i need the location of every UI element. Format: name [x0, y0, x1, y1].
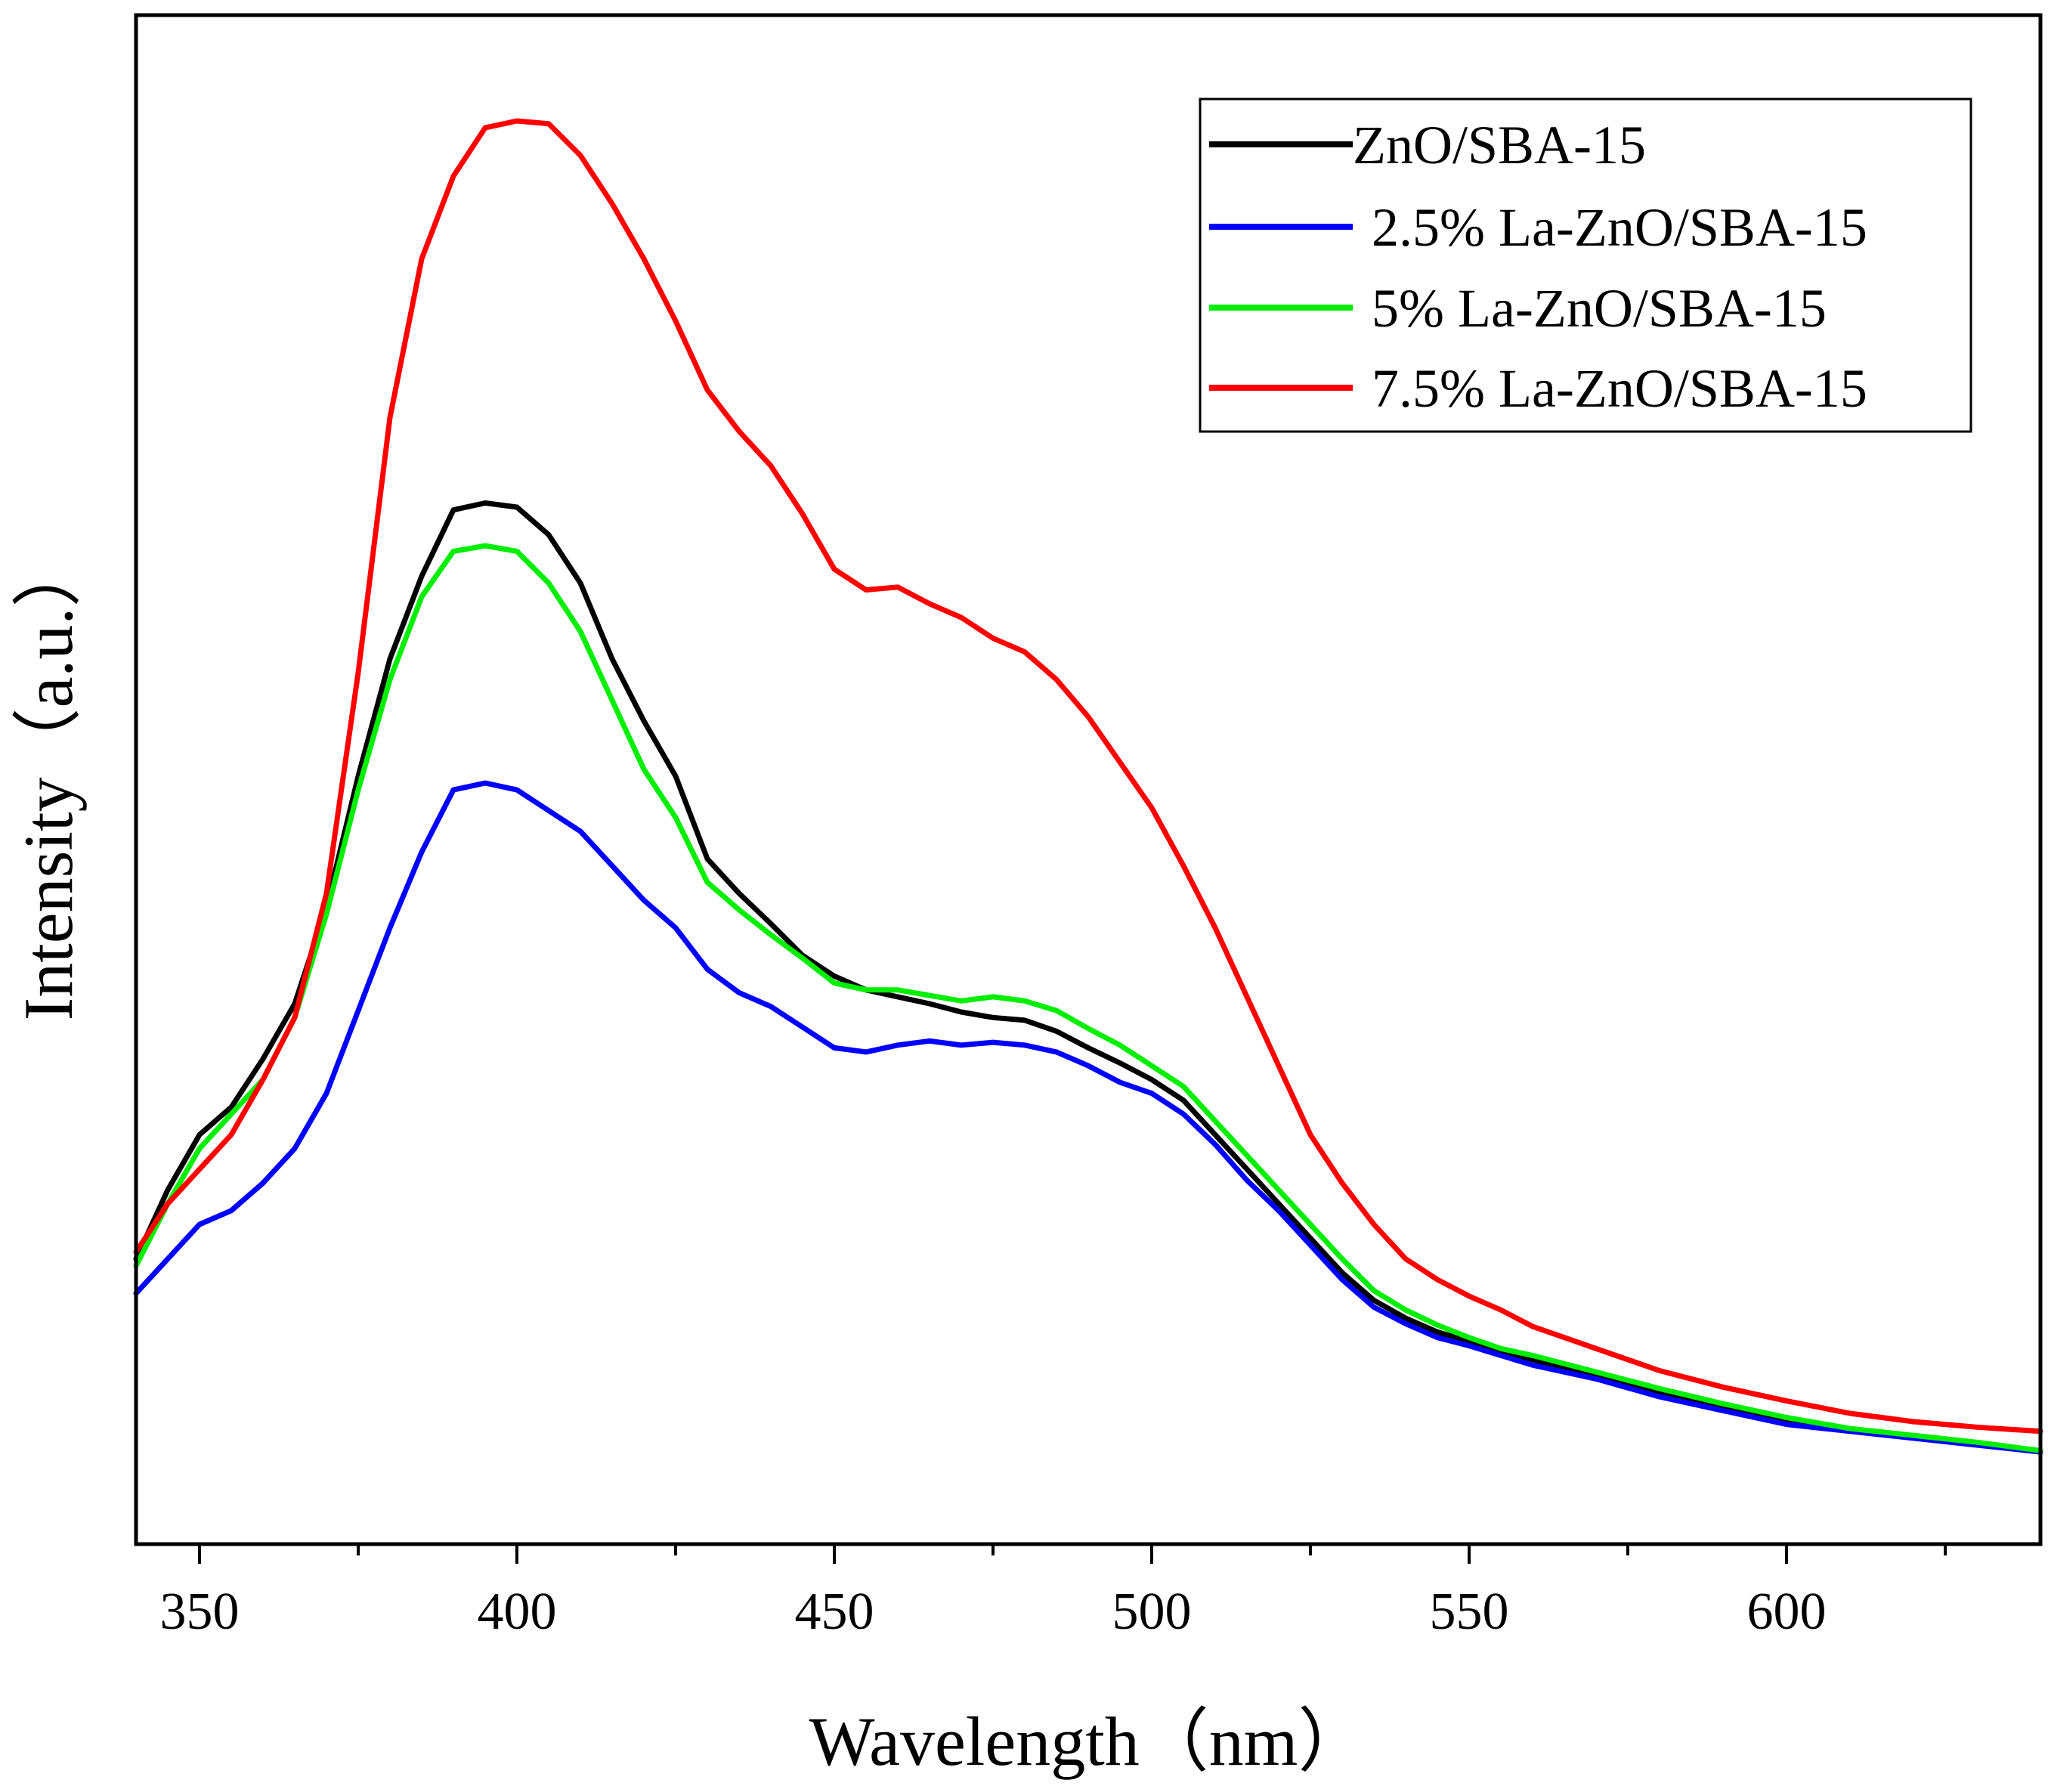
x-tick-label: 500	[1112, 1583, 1192, 1641]
x-axis-tick-labels: 350 400 450 500 550 600	[160, 1583, 1827, 1641]
x-axis-title: Wavelength（nm）	[809, 1703, 1368, 1780]
series-line-2	[133, 543, 2043, 1453]
series-line-1	[133, 780, 2043, 1455]
series-layer	[133, 118, 2043, 1455]
x-tick-label: 350	[160, 1583, 240, 1641]
x-tick-label: 400	[478, 1583, 557, 1641]
y-axis-title: Intensity（a.u.）	[10, 538, 87, 1021]
legend-box	[1199, 97, 1972, 433]
legend-label-7-5-la: 7.5% La-ZnO/SBA-15	[1372, 358, 1867, 419]
plot-frame	[134, 13, 2043, 1546]
x-axis-ticks	[198, 1544, 1947, 1564]
series-line-3	[133, 118, 2043, 1435]
x-tick-label: 450	[795, 1583, 874, 1641]
x-tick-label: 550	[1430, 1583, 1509, 1641]
x-tick-label: 600	[1747, 1583, 1827, 1641]
legend-label-5-la: 5% La-ZnO/SBA-15	[1372, 278, 1827, 339]
legend-label-2-5-la: 2.5% La-ZnO/SBA-15	[1372, 197, 1867, 258]
legend: ZnO/SBA-15 2.5% La-ZnO/SBA-15 5% La-ZnO/…	[1199, 97, 1972, 433]
legend-label-zno: ZnO/SBA-15	[1353, 115, 1646, 175]
series-line-0	[133, 500, 2043, 1455]
